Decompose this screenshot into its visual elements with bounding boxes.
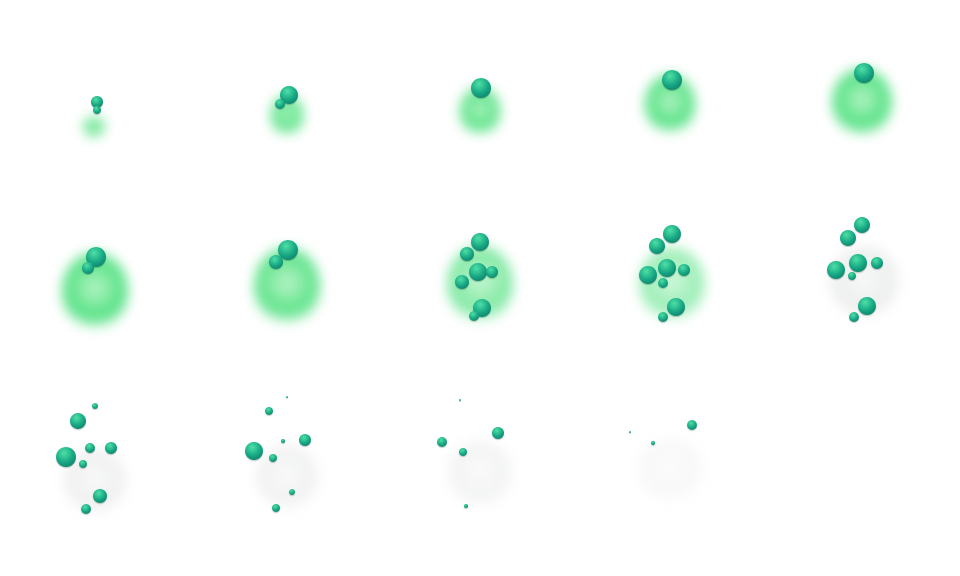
sphere-particle — [469, 311, 479, 321]
sphere-particle — [827, 261, 845, 279]
sphere-particle — [56, 447, 76, 467]
sphere-particle — [289, 489, 295, 495]
sphere-particle — [272, 504, 280, 512]
sphere-particle — [460, 247, 474, 261]
sphere-particle — [678, 264, 690, 276]
sphere-particle — [469, 263, 487, 281]
sphere-particle — [91, 96, 103, 108]
sphere-particle — [629, 431, 631, 433]
sphere-particle — [286, 396, 288, 398]
sphere-particle — [70, 413, 86, 429]
sphere-particle — [486, 266, 498, 278]
sphere-particle — [280, 86, 298, 104]
sphere-particle — [79, 460, 87, 468]
sphere-particle — [662, 70, 682, 90]
sphere-particle — [459, 399, 461, 401]
sphere-particle — [471, 78, 491, 98]
sphere-particle — [85, 443, 95, 453]
sphere-particle — [848, 272, 856, 280]
smoke-cloud — [254, 247, 320, 327]
sphere-particle — [658, 278, 668, 288]
sphere-particle — [871, 257, 883, 269]
sphere-particle — [105, 442, 117, 454]
sphere-particle — [854, 63, 874, 83]
sphere-particle — [92, 403, 98, 409]
sphere-particle — [651, 441, 655, 445]
smoke-cloud — [635, 440, 705, 500]
smoke-cloud — [83, 117, 105, 137]
sphere-particle — [93, 106, 101, 114]
sphere-particle — [278, 240, 298, 260]
sphere-particle — [269, 454, 277, 462]
sphere-particle — [81, 504, 91, 514]
sphere-particle — [459, 448, 467, 456]
sphere-particle — [82, 262, 94, 274]
sphere-particle — [281, 439, 285, 443]
sphere-particle — [849, 254, 867, 272]
sphere-particle — [455, 275, 469, 289]
sphere-particle — [269, 255, 283, 269]
sphere-particle — [849, 312, 859, 322]
sphere-particle — [858, 297, 876, 315]
sphere-particle — [854, 217, 870, 233]
sphere-particle — [658, 312, 668, 322]
sphere-particle — [93, 489, 107, 503]
sphere-particle — [471, 233, 489, 251]
sphere-particle — [299, 434, 311, 446]
sphere-particle — [649, 238, 665, 254]
sphere-particle — [265, 407, 273, 415]
sphere-particle — [245, 442, 263, 460]
sphere-particle — [437, 437, 447, 447]
smoke-cloud — [447, 441, 513, 507]
sphere-particle — [840, 230, 856, 246]
smoke-cloud — [255, 445, 319, 511]
sphere-particle — [492, 427, 504, 439]
sphere-particle — [275, 99, 285, 109]
sphere-particle — [639, 266, 657, 284]
sphere-particle — [464, 504, 468, 508]
sphere-particle — [663, 225, 681, 243]
sphere-particle — [658, 259, 676, 277]
sphere-particle — [667, 298, 685, 316]
sphere-particle — [687, 420, 697, 430]
